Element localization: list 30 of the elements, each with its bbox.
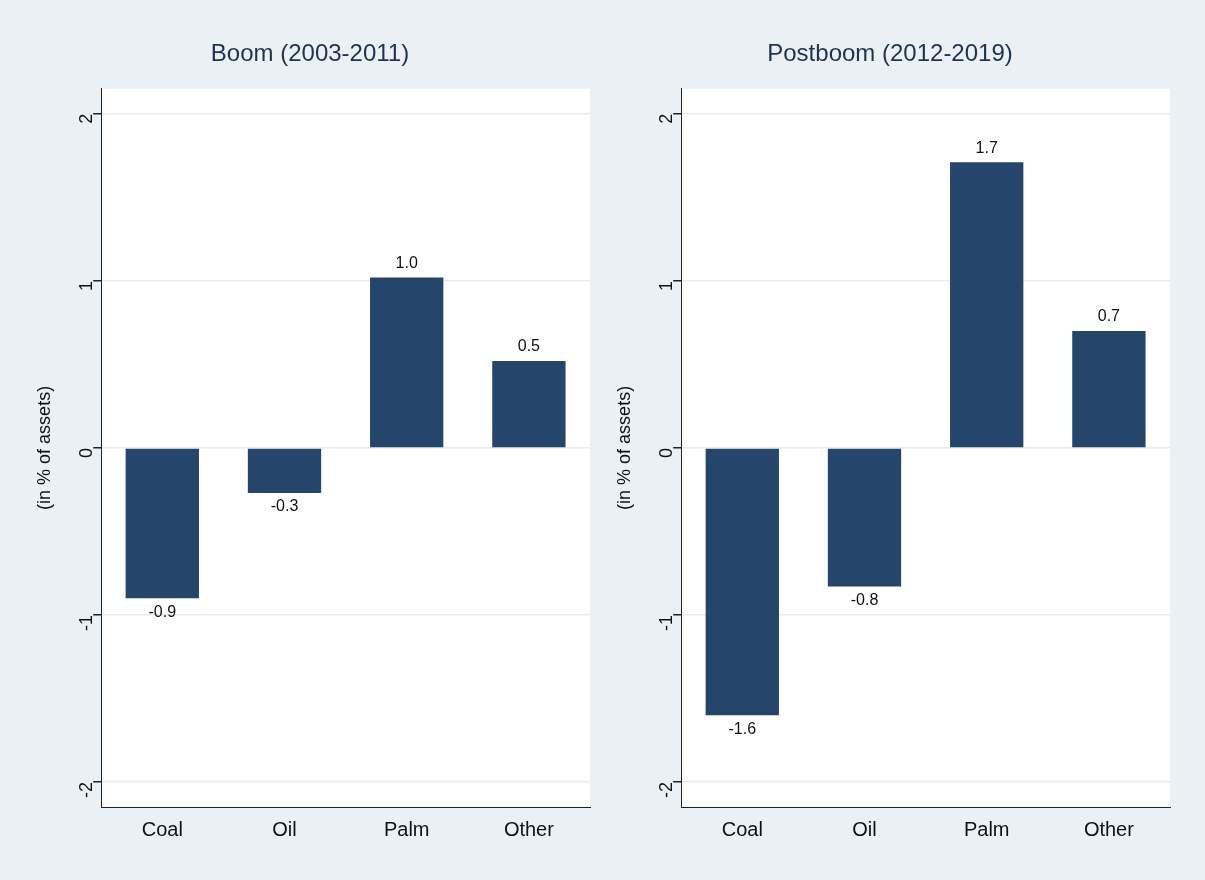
data-label: 1.0 (395, 253, 418, 271)
y-tick-label: -2 (76, 781, 97, 798)
x-tick-label: Palm (963, 817, 1010, 840)
x-tick-label: Other (1083, 817, 1135, 840)
data-label: 0.5 (517, 337, 541, 355)
x-tick-label: Coal (721, 817, 763, 840)
y-tick-label: 2 (76, 113, 97, 124)
y-tick-label: 0 (76, 447, 97, 458)
y-axis-title: (in % of assets) (33, 385, 54, 510)
y-tick-label: -1 (76, 614, 97, 631)
y-tick-label: 1 (656, 280, 677, 291)
data-label: 0.7 (1097, 307, 1121, 325)
data-label: 1.7 (975, 138, 998, 156)
chart-title: Boom (2003-2011) (210, 39, 410, 67)
data-label: -0.3 (270, 497, 299, 515)
y-tick-label: 0 (656, 447, 677, 458)
data-label: -1.6 (728, 719, 757, 737)
x-tick-label: Palm (383, 817, 430, 840)
x-tick-label: Coal (141, 817, 183, 840)
y-tick-label: 1 (76, 280, 97, 291)
data-label: -0.8 (850, 590, 879, 608)
data-label: -0.9 (148, 602, 177, 620)
y-tick-label: -1 (656, 614, 677, 631)
y-tick-label: 2 (656, 113, 677, 124)
y-axis-title: (in % of assets) (613, 385, 634, 510)
x-tick-label: Oil (272, 817, 297, 840)
chart-title: Postboom (2012-2019) (767, 39, 1013, 67)
x-tick-label: Other (503, 817, 555, 840)
x-tick-label: Oil (852, 817, 877, 840)
y-tick-label: -2 (656, 781, 677, 798)
